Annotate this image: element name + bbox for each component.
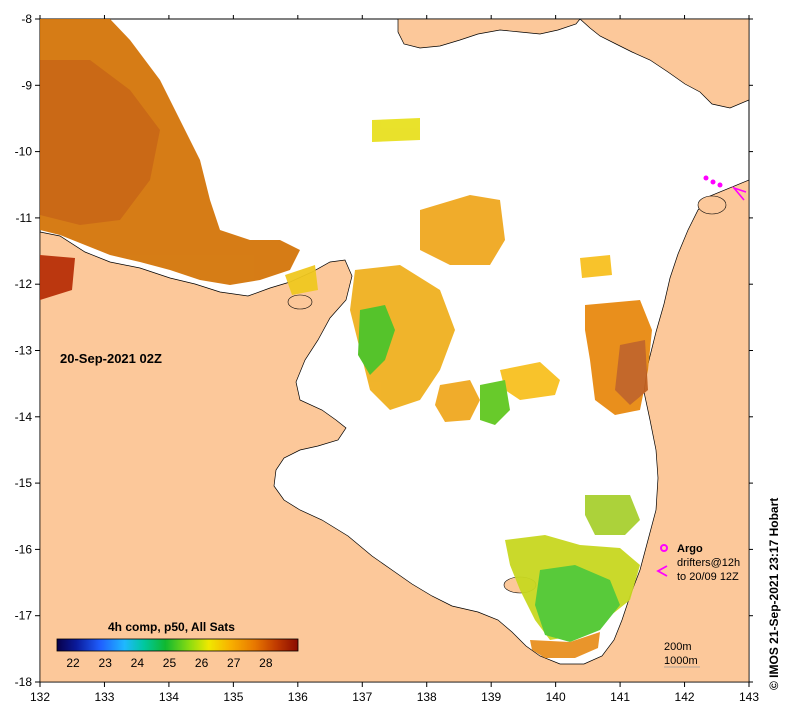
lat-tick-label: -15 xyxy=(15,476,33,490)
lat-tick-label: -9 xyxy=(21,78,32,92)
drifter-dot xyxy=(710,179,716,185)
lat-tick-label: -14 xyxy=(15,410,33,424)
drifters-label-line2: to 20/09 12Z xyxy=(677,571,739,583)
colorbar-title: 4h comp, p50, All Sats xyxy=(108,620,235,634)
colorbar-tick-label: 27 xyxy=(227,656,241,670)
longitude-axis: 132 133 134 135 136 137 138 139 140 141 142 143 xyxy=(30,15,759,704)
lat-tick-label: -16 xyxy=(15,542,33,556)
lat-tick-label: -18 xyxy=(15,675,33,689)
lon-tick-label: 135 xyxy=(223,690,243,704)
drifter-dot xyxy=(703,175,709,181)
colorbar-tick-label: 25 xyxy=(163,656,177,670)
cape-york-land xyxy=(579,19,749,109)
colorbar-labels: 22 23 24 25 26 27 28 xyxy=(66,656,272,670)
lon-tick-label: 141 xyxy=(610,690,630,704)
drifter-arrow-icon xyxy=(656,565,668,577)
sst-patch-green-west xyxy=(358,305,395,375)
drifter-arrow xyxy=(731,186,747,201)
island xyxy=(287,294,313,310)
colorbar-tick-label: 24 xyxy=(131,656,145,670)
lat-tick-label: -8 xyxy=(21,12,32,26)
sst-patches xyxy=(40,19,652,658)
colorbar-tick-label: 28 xyxy=(259,656,273,670)
new-guinea-land xyxy=(397,19,581,49)
sst-patch-small-yellow xyxy=(285,265,318,295)
colorbar-tick-label: 26 xyxy=(195,656,209,670)
argo-label: Argo xyxy=(677,543,703,555)
lat-tick-label: -12 xyxy=(15,277,33,291)
map-content xyxy=(40,19,749,682)
isobath-shallow-label: 200m xyxy=(664,641,692,653)
lon-tick-label: 139 xyxy=(481,690,501,704)
latitude-axis: -8 -9 -10 -11 -12 -13 -14 -15 -16 -17 -18 xyxy=(15,12,753,689)
lon-tick-label: 133 xyxy=(94,690,114,704)
timestamp-label: 20-Sep-2021 02Z xyxy=(60,351,162,366)
lon-tick-label: 143 xyxy=(739,690,759,704)
sst-patch-central-west xyxy=(350,265,455,410)
argo-drifter-legend: Argo drifters@12h to 20/09 12Z xyxy=(656,543,740,583)
lon-tick-label: 137 xyxy=(352,690,372,704)
lat-tick-label: -13 xyxy=(15,344,33,358)
credit-label: © IMOS 21-Sep-2021 23:17 Hobart xyxy=(767,498,781,690)
lat-tick-label: -17 xyxy=(15,609,33,623)
lon-tick-label: 136 xyxy=(288,690,308,704)
lon-tick-label: 140 xyxy=(546,690,566,704)
argo-marker-icon xyxy=(660,544,668,552)
sst-patch-southeast xyxy=(585,495,640,535)
colorbar-ramp xyxy=(56,638,299,652)
sst-patch-northwest-deep xyxy=(40,60,160,225)
drifters-label-line1: drifters@12h xyxy=(677,557,740,569)
sst-patch-warm-edge xyxy=(40,255,75,300)
isobath-legend: 200m 1000m xyxy=(664,641,700,668)
drifter-tracks xyxy=(703,175,747,201)
sst-patch-mid xyxy=(500,362,560,400)
sst-patch-east-deep xyxy=(615,340,648,405)
lon-tick-label: 138 xyxy=(417,690,437,704)
sst-patch-central-east xyxy=(435,380,480,422)
sst-patch-green-mid xyxy=(480,380,510,425)
colorbar-tick-label: 23 xyxy=(99,656,113,670)
isobath-deep-label: 1000m xyxy=(664,655,698,667)
drifter-dot xyxy=(717,182,723,188)
sst-patch-central-north xyxy=(420,195,505,265)
colorbar: 4h comp, p50, All Sats 22 23 24 25 26 27 28 xyxy=(56,620,299,670)
sst-patch-south-orange xyxy=(530,632,600,658)
colorbar-tick-label: 22 xyxy=(66,656,80,670)
sst-patch-northeast xyxy=(580,255,612,278)
lat-tick-label: -10 xyxy=(15,145,33,159)
island xyxy=(697,195,727,215)
lon-tick-label: 134 xyxy=(159,690,179,704)
lat-tick-label: -11 xyxy=(16,211,33,225)
sst-patch-north-yellow xyxy=(372,118,420,142)
lon-tick-label: 142 xyxy=(675,690,695,704)
sst-patch-south-green xyxy=(535,565,620,642)
lon-tick-label: 132 xyxy=(30,690,50,704)
